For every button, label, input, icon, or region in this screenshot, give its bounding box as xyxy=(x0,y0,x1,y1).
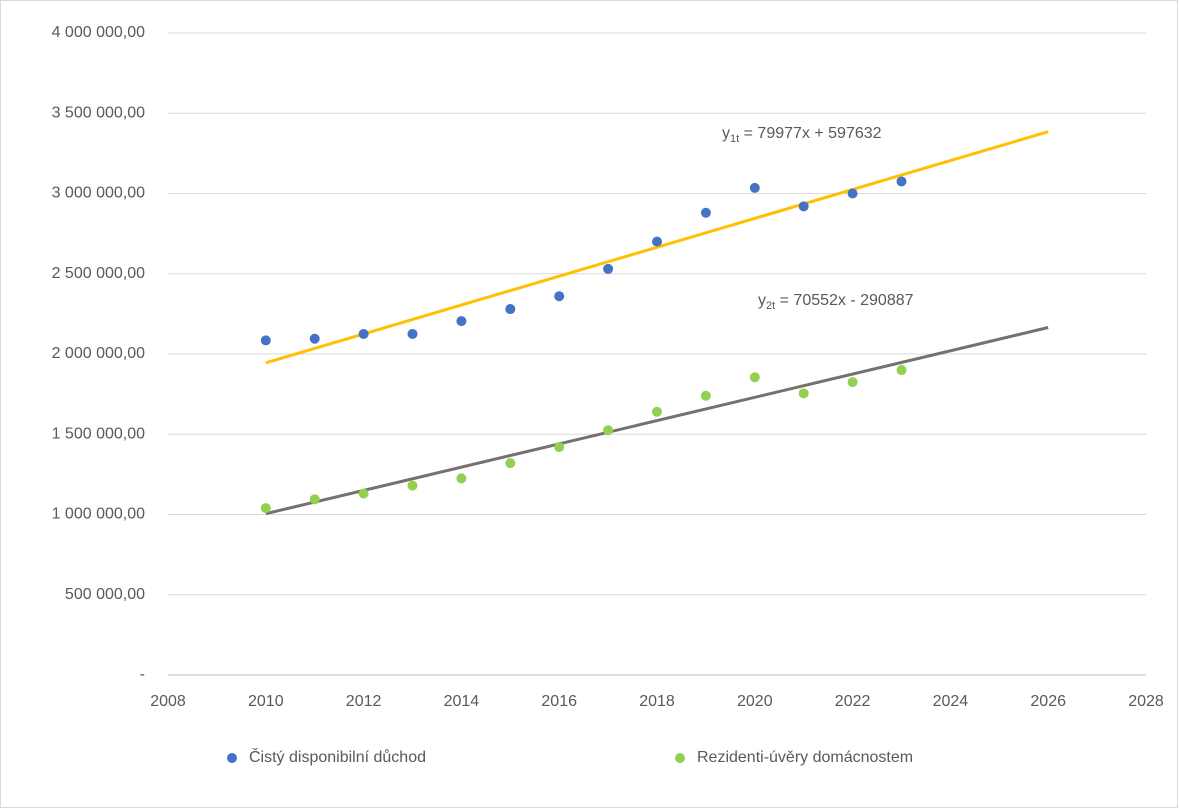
trendline-equation: y1t = 79977x + 597632 xyxy=(722,125,882,145)
data-point xyxy=(309,333,320,344)
x-tick-label: 2010 xyxy=(248,693,284,710)
data-point xyxy=(407,480,418,491)
data-point xyxy=(603,425,614,436)
data-point xyxy=(358,488,369,499)
data-point xyxy=(847,188,858,199)
x-tick-label: 2026 xyxy=(1030,693,1066,710)
y-tick-label: 500 000,00 xyxy=(65,586,145,603)
data-point xyxy=(554,442,565,453)
x-tick-label: 2008 xyxy=(150,693,186,710)
equation-subscript: 2t xyxy=(766,300,775,312)
x-tick-label: 2018 xyxy=(639,693,675,710)
data-point xyxy=(749,182,760,193)
data-point xyxy=(505,458,516,469)
equation-symbol: y xyxy=(758,292,766,309)
legend-label: Rezidenti-úvěry domácnostem xyxy=(697,749,913,766)
equation-text: = 79977x + 597632 xyxy=(739,125,881,142)
trendline xyxy=(265,130,1049,365)
data-point xyxy=(505,304,516,315)
y-tick-label: 4 000 000,00 xyxy=(52,24,146,41)
data-point xyxy=(652,236,662,247)
y-tick-label: 2 000 000,00 xyxy=(52,345,146,362)
data-point xyxy=(652,406,662,417)
x-tick-label: 2016 xyxy=(541,693,577,710)
trendline-equation: y2t = 70552x - 290887 xyxy=(758,292,914,312)
y-tick-label: 2 500 000,00 xyxy=(52,265,146,282)
legend-marker xyxy=(675,753,685,763)
data-point xyxy=(456,473,467,484)
data-point xyxy=(260,503,271,514)
data-point xyxy=(554,291,565,302)
x-tick-label: 2024 xyxy=(933,693,969,710)
equation-text: = 70552x - 290887 xyxy=(775,292,913,309)
x-tick-label: 2028 xyxy=(1128,693,1164,710)
trendline xyxy=(265,326,1049,516)
data-point xyxy=(456,316,467,327)
data-point xyxy=(896,365,907,376)
data-point xyxy=(700,390,711,401)
equation-subscript: 1t xyxy=(730,133,739,145)
x-tick-label: 2014 xyxy=(444,693,480,710)
data-point xyxy=(847,377,858,388)
data-point xyxy=(749,372,760,383)
legend-label: Čistý disponibilní důchod xyxy=(249,747,426,766)
data-point xyxy=(700,207,711,218)
data-point xyxy=(407,328,418,339)
legend-marker xyxy=(227,753,237,763)
data-point xyxy=(603,263,614,274)
equation-symbol: y xyxy=(722,125,730,142)
y-tick-label: 3 500 000,00 xyxy=(52,104,146,121)
y-tick-label: - xyxy=(140,666,145,683)
y-tick-label: 3 000 000,00 xyxy=(52,185,146,202)
y-tick-label: 1 000 000,00 xyxy=(52,506,146,523)
x-tick-label: 2012 xyxy=(346,693,382,710)
data-point xyxy=(798,201,809,212)
data-point xyxy=(798,388,809,399)
data-point xyxy=(260,335,271,346)
data-point xyxy=(896,176,907,187)
y-tick-label: 1 500 000,00 xyxy=(52,425,146,442)
data-point xyxy=(358,328,369,339)
x-tick-label: 2020 xyxy=(737,693,773,710)
x-tick-label: 2022 xyxy=(835,693,871,710)
data-point xyxy=(309,494,320,505)
